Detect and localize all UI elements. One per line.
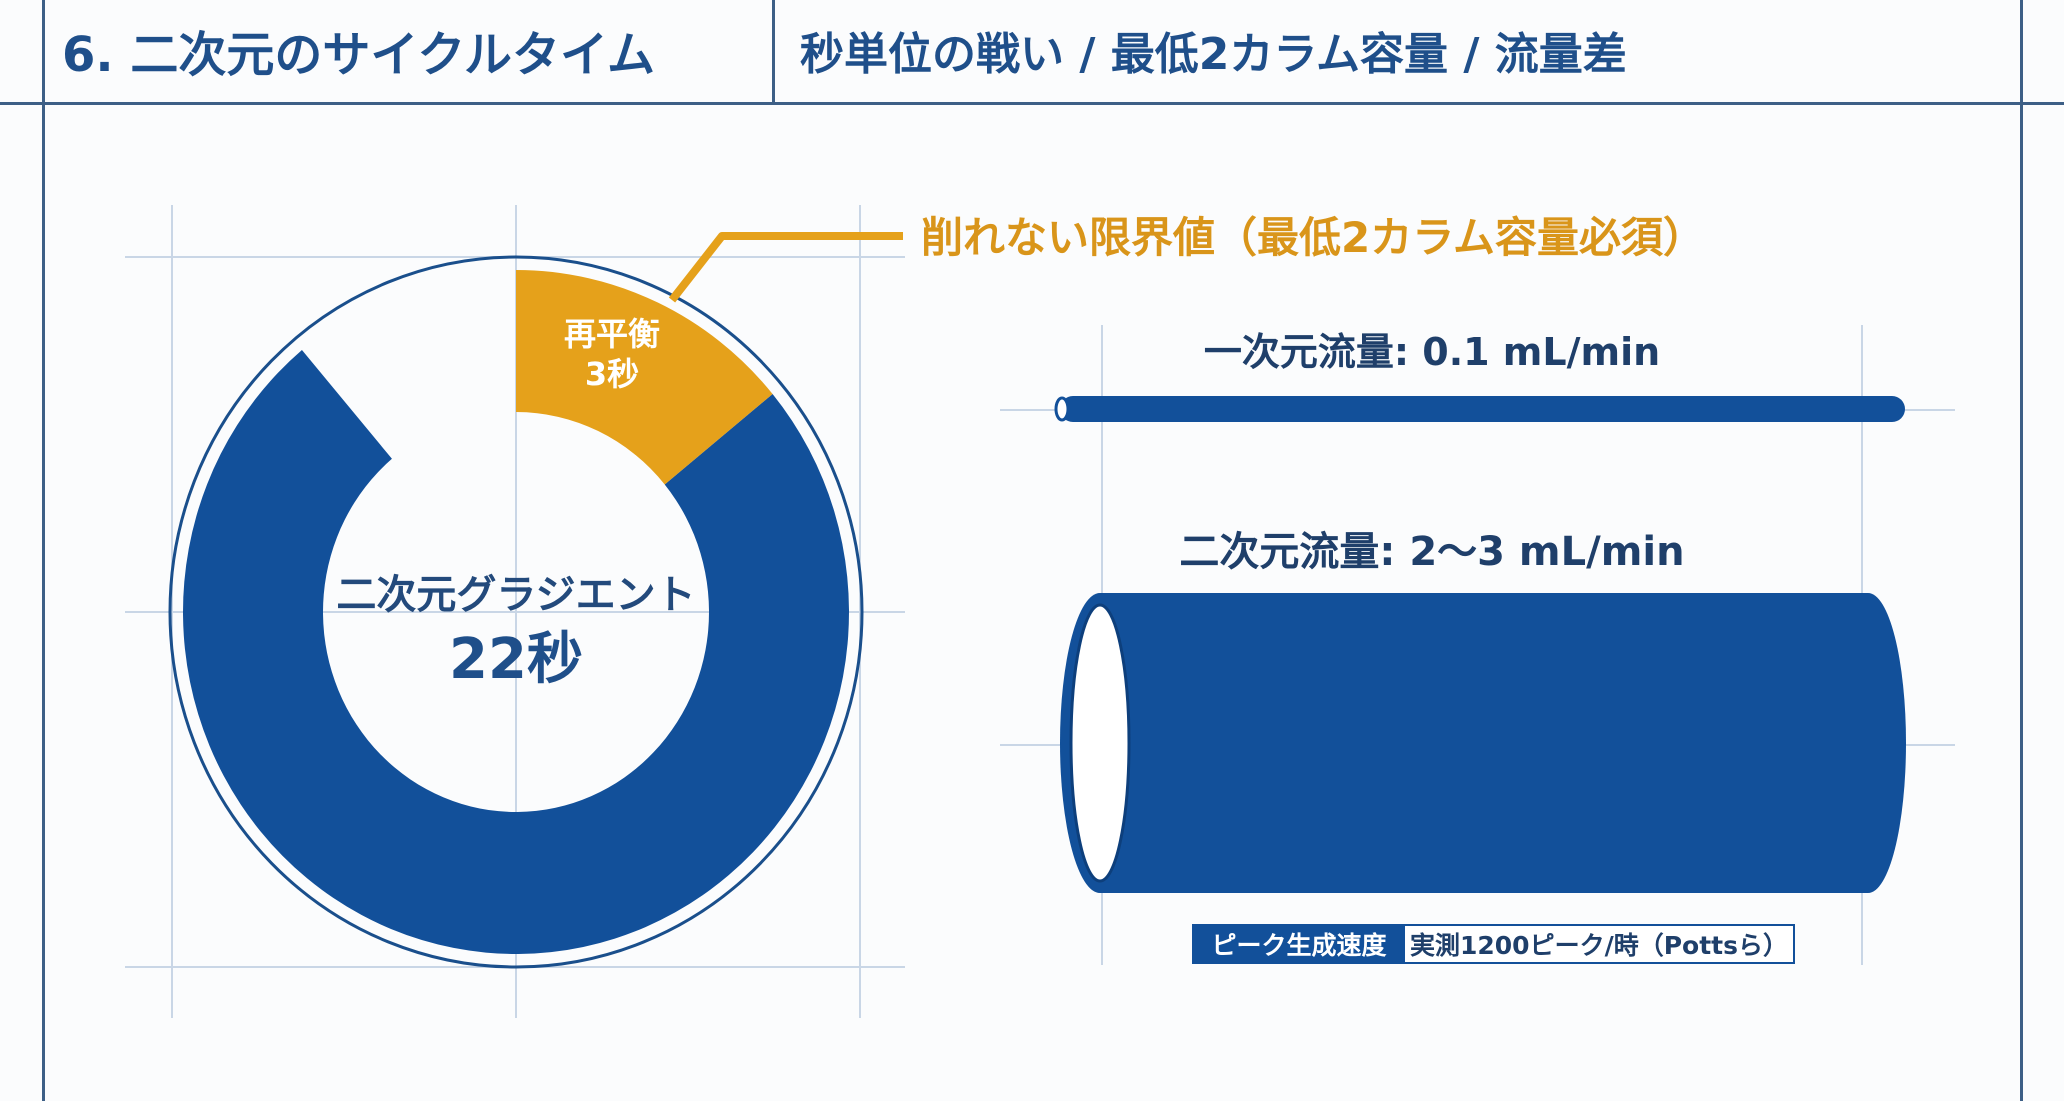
segment-value-reequilibration: 3秒: [585, 355, 639, 393]
frame-right-border: [2020, 0, 2023, 1101]
first-dimension-tube: [1054, 396, 1905, 422]
donut-segment-gradient: [182, 350, 849, 954]
cycle-donut-chart: 二次元グラジエント 22秒 再平衡 3秒: [168, 255, 864, 969]
first-dimension-flow-label: 一次元流量: 0.1 mL/min: [1204, 330, 1660, 374]
callout-leader-line: [668, 232, 903, 303]
segment-label-gradient: 二次元グラジエント: [336, 572, 695, 618]
callout-label: 削れない限界値（最低2カラム容量必須）: [921, 213, 1705, 262]
page-title: 6. 二次元のサイクルタイム: [62, 27, 655, 83]
second-dimension-tube: [1060, 593, 1906, 893]
segment-value-gradient: 22秒: [449, 627, 583, 692]
thick-tube-body: [1100, 593, 1906, 893]
thin-tube-body: [1060, 396, 1905, 422]
page-subtitle: 秒単位の戦い / 最低2カラム容量 / 流量差: [800, 29, 1627, 80]
second-dimension-flow-label: 二次元流量: 2～3 mL/min: [1179, 529, 1684, 575]
donut-segment-reequilibration: [516, 270, 773, 485]
segment-label-reequilibration: 再平衡: [564, 315, 660, 353]
badge-key-background: [1193, 925, 1405, 963]
header-separator: [772, 0, 775, 104]
badge-value: 実測1200ピーク/時（Pottsら）: [1410, 931, 1788, 960]
header-divider: [0, 102, 2064, 105]
frame-left-border: [42, 0, 45, 1101]
donut-outline: [168, 255, 864, 969]
thin-tube-opening: [1054, 396, 1070, 422]
badge-key: ピーク生成速度: [1211, 931, 1386, 960]
peak-rate-badge: ピーク生成速度 実測1200ピーク/時（Pottsら）: [1192, 924, 1795, 964]
thick-tube-opening: [1069, 603, 1131, 883]
